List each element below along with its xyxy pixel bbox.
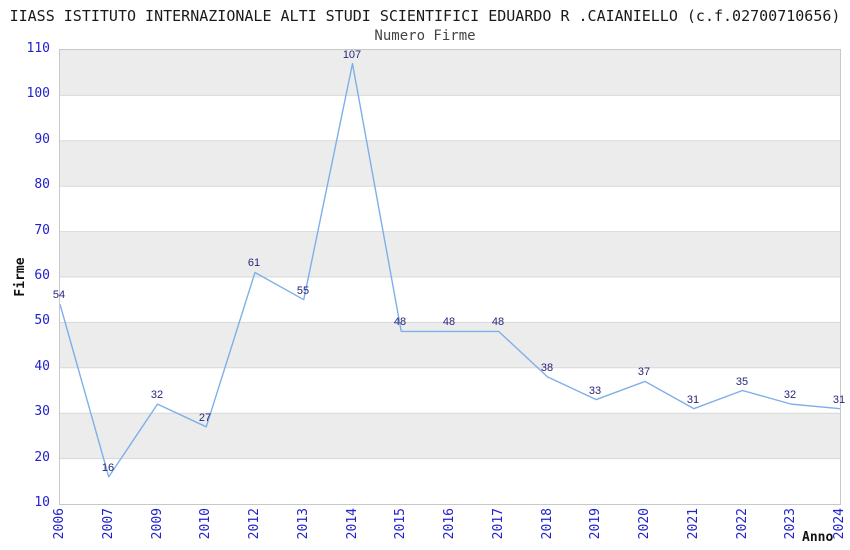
plot-band: [60, 367, 840, 414]
y-tick-label: 70: [34, 223, 50, 238]
data-point-label: 38: [540, 362, 554, 374]
data-point-label: 32: [150, 389, 164, 401]
data-point-label: 54: [52, 289, 66, 301]
x-tick-label: 2023: [783, 508, 798, 540]
plot-band: [60, 186, 840, 232]
data-point-label: 31: [686, 394, 700, 406]
x-tick-label: 2013: [296, 508, 311, 540]
data-point-label: 35: [735, 376, 749, 388]
x-tick-label: 2017: [491, 508, 506, 540]
x-tick-label: 2019: [588, 508, 603, 540]
x-tick-label: 2014: [345, 508, 360, 540]
x-tick-label: 2012: [247, 508, 262, 540]
x-tick-label: 2016: [442, 508, 457, 540]
plot-band: [60, 50, 840, 96]
data-point-label: 37: [637, 366, 651, 378]
plot-band: [60, 95, 840, 141]
data-point-label: 55: [296, 285, 310, 297]
x-tick-label: 2018: [540, 508, 555, 540]
y-tick-label: 20: [34, 450, 50, 465]
y-tick-label: 40: [34, 359, 50, 374]
plot-area: [59, 49, 841, 505]
x-tick-label: 2006: [52, 508, 67, 540]
y-tick-label: 110: [26, 41, 50, 56]
chart-subtitle: Numero Firme: [374, 28, 476, 44]
chart-title: IIASS ISTITUTO INTERNAZIONALE ALTI STUDI…: [9, 7, 841, 25]
y-tick-label: 90: [34, 132, 50, 147]
y-tick-label: 50: [34, 313, 50, 328]
data-point-label: 48: [393, 316, 407, 328]
y-tick-label: 100: [26, 86, 50, 101]
plot-band: [60, 458, 840, 504]
plot-band: [60, 322, 840, 368]
x-tick-label: 2007: [101, 508, 116, 540]
plot-band: [60, 140, 840, 187]
data-point-label: 32: [783, 389, 797, 401]
data-point-label: 48: [491, 316, 505, 328]
y-tick-label: 60: [34, 268, 50, 283]
line-chart-svg: [60, 50, 840, 504]
x-tick-label: 2015: [393, 508, 408, 540]
plot-band: [60, 413, 840, 459]
x-tick-label: 2022: [735, 508, 750, 540]
x-tick-label: 2020: [637, 508, 652, 540]
data-point-label: 107: [342, 49, 362, 61]
line-series: [60, 62, 840, 478]
x-tick-label: 2021: [686, 508, 701, 540]
data-point-label: 31: [832, 394, 846, 406]
y-tick-label: 10: [34, 495, 50, 510]
y-tick-label: 30: [34, 404, 50, 419]
y-tick-label: 80: [34, 177, 50, 192]
data-point-label: 48: [442, 316, 456, 328]
data-point-label: 33: [588, 385, 602, 397]
data-point-label: 27: [198, 412, 212, 424]
x-tick-label: 2009: [150, 508, 165, 540]
x-tick-label: 2024: [832, 508, 847, 540]
data-point-label: 61: [247, 257, 261, 269]
x-axis-title: Anno: [802, 530, 834, 545]
plot-band: [60, 277, 840, 323]
data-point-label: 16: [101, 462, 115, 474]
x-tick-label: 2010: [198, 508, 213, 540]
plot-band: [60, 231, 840, 277]
